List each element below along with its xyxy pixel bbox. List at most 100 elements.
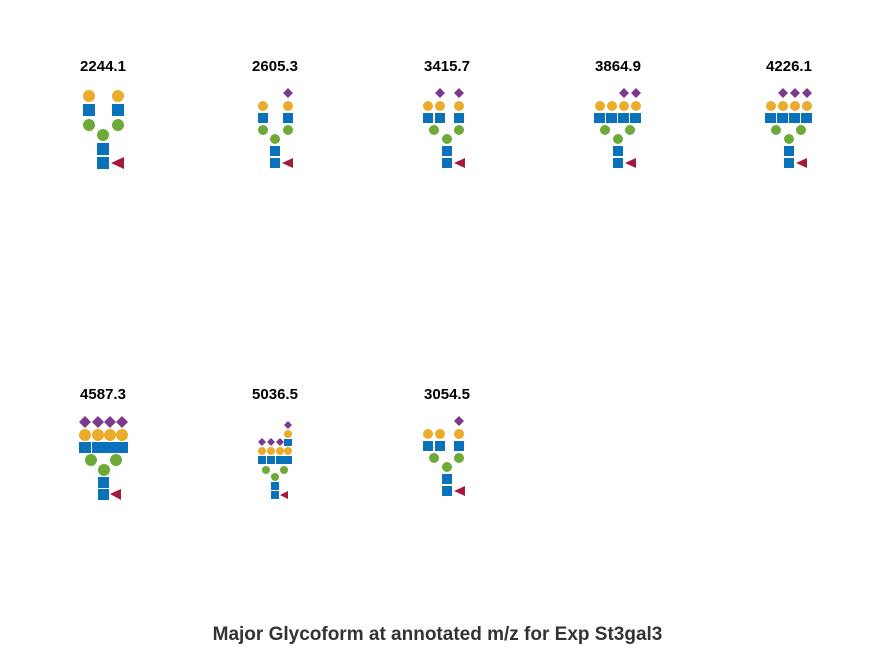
galactose-symbol <box>276 447 284 455</box>
neuac-symbol <box>454 88 464 98</box>
glcnac-symbol <box>765 113 776 123</box>
galactose-symbol <box>284 430 292 438</box>
glcnac-symbol <box>83 104 95 116</box>
glcnac-symbol <box>271 482 279 490</box>
glcnac-symbol <box>104 442 116 453</box>
galactose-symbol <box>595 101 605 111</box>
galactose-symbol <box>104 429 116 441</box>
neuac-symbol <box>92 416 104 428</box>
fucose-symbol <box>280 491 288 499</box>
galactose-symbol <box>619 101 629 111</box>
mannose-symbol <box>784 134 794 144</box>
glcnac-symbol <box>270 158 280 168</box>
galactose-symbol <box>79 429 91 441</box>
galactose-symbol <box>283 101 293 111</box>
mannose-symbol <box>442 462 452 472</box>
glcnac-symbol <box>454 113 464 123</box>
galactose-symbol <box>112 90 124 102</box>
mannose-symbol <box>600 125 610 135</box>
neuac-symbol <box>258 438 266 446</box>
galactose-symbol <box>92 429 104 441</box>
galactose-symbol <box>423 101 433 111</box>
mannose-symbol <box>262 466 270 474</box>
fucose-symbol <box>110 489 121 500</box>
glcnac-symbol <box>116 442 128 453</box>
mz-label: 3415.7 <box>424 58 470 75</box>
neuac-symbol <box>790 88 800 98</box>
mannose-symbol <box>613 134 623 144</box>
glcnac-symbol <box>613 146 623 156</box>
galactose-symbol <box>258 447 266 455</box>
glcnac-symbol <box>258 456 266 464</box>
mannose-symbol <box>796 125 806 135</box>
glcnac-symbol <box>284 439 292 446</box>
fucose-symbol <box>796 158 807 168</box>
glcnac-symbol <box>789 113 800 123</box>
glcnac-symbol <box>435 441 445 451</box>
galactose-symbol <box>116 429 128 441</box>
galactose-symbol <box>802 101 812 111</box>
mannose-symbol <box>97 129 109 141</box>
glcnac-symbol <box>442 158 452 168</box>
fucose-symbol <box>111 157 124 169</box>
glcnac-symbol <box>784 158 794 168</box>
mz-label: 4587.3 <box>80 386 126 403</box>
galactose-symbol <box>423 429 433 439</box>
neuac-symbol <box>267 438 275 446</box>
glycan-structure-3415 <box>423 88 465 168</box>
galactose-symbol <box>778 101 788 111</box>
mannose-symbol <box>258 125 268 135</box>
neuac-symbol <box>631 88 641 98</box>
fucose-symbol <box>625 158 636 168</box>
mz-label: 3864.9 <box>595 58 641 75</box>
glcnac-symbol <box>630 113 641 123</box>
glcnac-symbol <box>442 474 452 484</box>
galactose-symbol <box>790 101 800 111</box>
mannose-symbol <box>112 119 124 131</box>
mannose-symbol <box>454 125 464 135</box>
glcnac-symbol <box>442 146 452 156</box>
neuac-symbol <box>435 88 445 98</box>
glcnac-symbol <box>423 113 433 123</box>
mannose-symbol <box>110 454 122 466</box>
mz-label: 2244.1 <box>80 58 126 75</box>
mannose-symbol <box>280 466 288 474</box>
glcnac-symbol <box>97 157 109 169</box>
galactose-symbol <box>631 101 641 111</box>
neuac-symbol <box>778 88 788 98</box>
glcnac-symbol <box>606 113 617 123</box>
glcnac-symbol <box>98 477 109 488</box>
galactose-symbol <box>435 101 445 111</box>
galactose-symbol <box>258 101 268 111</box>
glcnac-symbol <box>271 491 279 499</box>
galactose-symbol <box>454 429 464 439</box>
glycan-structure-4587 <box>79 416 128 500</box>
neuac-symbol <box>284 421 292 429</box>
neuac-symbol <box>104 416 116 428</box>
galactose-symbol <box>607 101 617 111</box>
glcnac-symbol <box>112 104 124 116</box>
glycan-structure-4226 <box>765 88 812 168</box>
galactose-symbol <box>766 101 776 111</box>
galactose-symbol <box>267 447 275 455</box>
glcnac-symbol <box>98 489 109 500</box>
glycan-structure-2244 <box>83 90 124 169</box>
mannose-symbol <box>429 125 439 135</box>
fucose-symbol <box>454 486 465 496</box>
glycan-structure-3054 <box>423 416 465 496</box>
neuac-symbol <box>454 416 464 426</box>
glcnac-symbol <box>283 113 293 123</box>
glcnac-symbol <box>423 441 433 451</box>
glcnac-symbol <box>442 486 452 496</box>
glcnac-symbol <box>284 456 292 464</box>
mannose-symbol <box>283 125 293 135</box>
galactose-symbol <box>454 101 464 111</box>
neuac-symbol <box>619 88 629 98</box>
glcnac-symbol <box>276 456 284 464</box>
glcnac-symbol <box>613 158 623 168</box>
glcnac-symbol <box>777 113 788 123</box>
glcnac-symbol <box>454 441 464 451</box>
glcnac-symbol <box>97 143 109 155</box>
glcnac-symbol <box>79 442 91 453</box>
mz-label: 2605.3 <box>252 58 298 75</box>
